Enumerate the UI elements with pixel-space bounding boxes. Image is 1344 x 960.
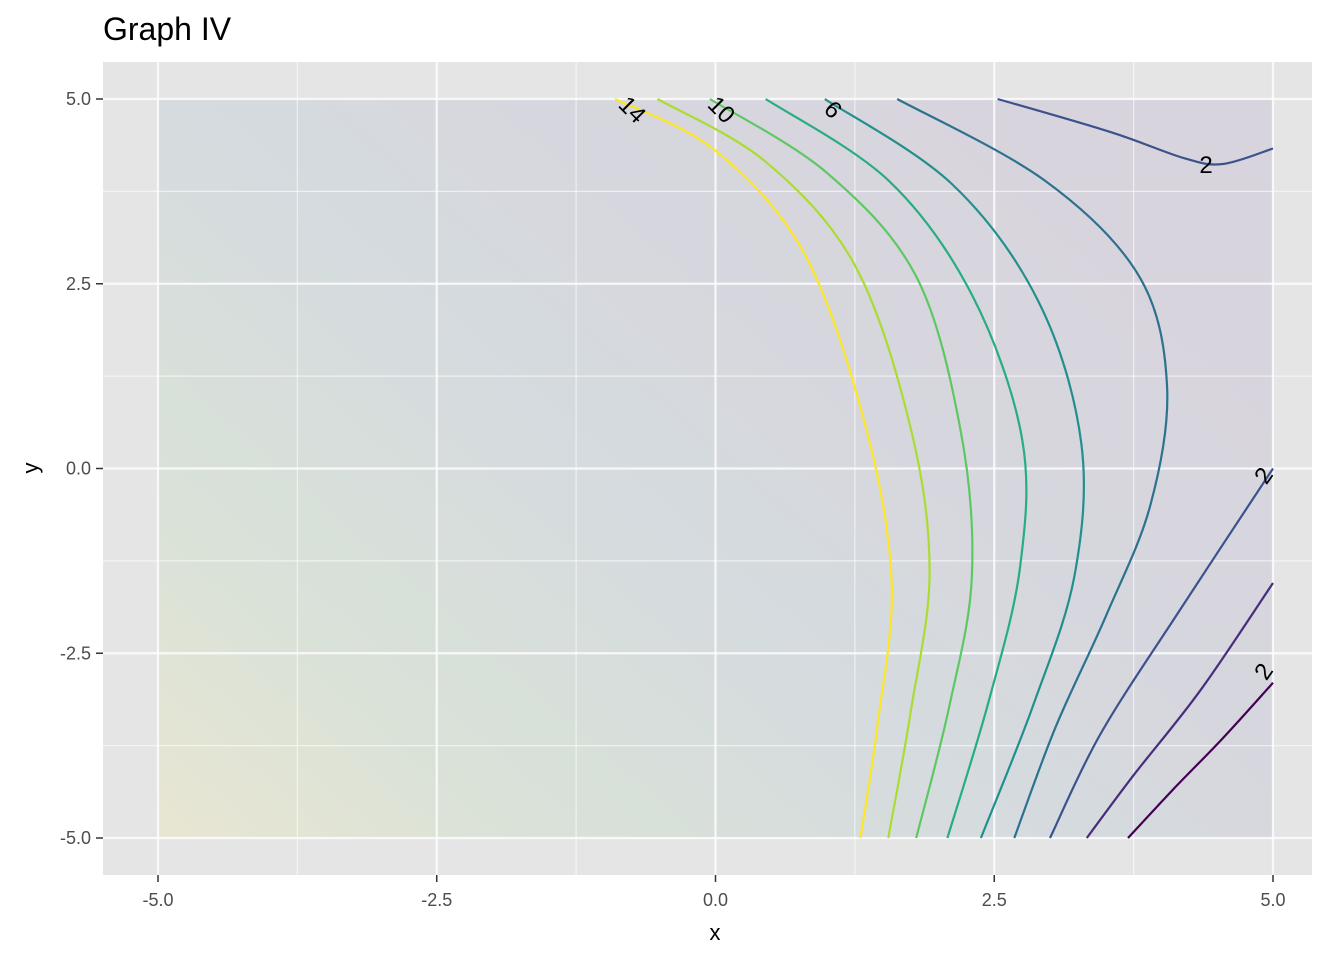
contour-line	[709, 98, 974, 839]
major-grid	[103, 62, 1312, 875]
x-tick-label: 5.0	[1260, 890, 1285, 910]
y-axis-ticks: -5.0 -2.5 0.0 2.5 5.0	[60, 89, 103, 848]
contour-line	[896, 98, 1169, 839]
contour-line	[824, 98, 1086, 839]
x-axis-ticks: -5.0 -2.5 0.0 2.5 5.0	[142, 875, 1286, 910]
contour-line	[997, 97, 1274, 166]
y-tick-label: 2.5	[66, 274, 91, 294]
x-tick-label: -5.0	[142, 890, 173, 910]
contour-line	[1049, 467, 1274, 839]
x-tick-label: -2.5	[421, 890, 452, 910]
x-tick-label: 2.5	[982, 890, 1007, 910]
x-tick-label: 0.0	[703, 890, 728, 910]
contour-line	[614, 98, 893, 839]
y-axis-title: y	[18, 463, 43, 474]
y-tick-label: 0.0	[66, 459, 91, 479]
contour-line	[656, 98, 931, 839]
contour-label: 2	[1199, 152, 1212, 179]
y-tick-label: 5.0	[66, 89, 91, 109]
x-axis-title: x	[710, 920, 721, 945]
chart-title: Graph IV	[103, 11, 232, 47]
contour-line	[1085, 582, 1274, 839]
contour-lines	[614, 97, 1274, 839]
y-tick-label: -5.0	[60, 828, 91, 848]
contour-line	[765, 98, 1028, 839]
contour-line	[1127, 682, 1274, 839]
y-tick-label: -2.5	[60, 643, 91, 663]
